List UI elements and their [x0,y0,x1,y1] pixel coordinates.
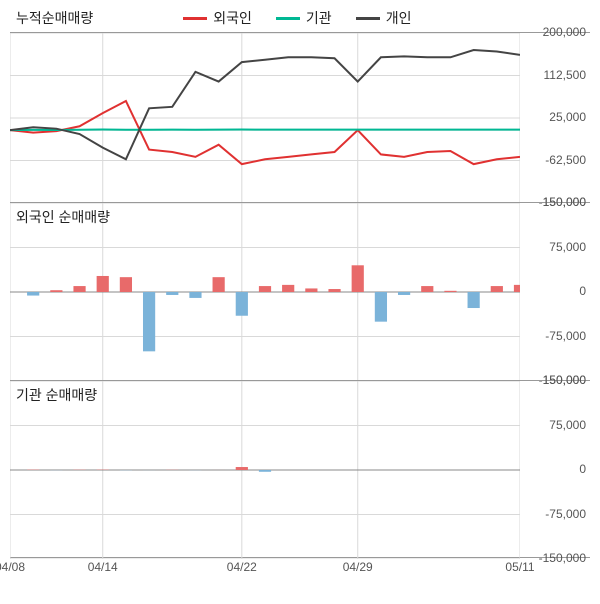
series-indiv_cum [10,50,520,159]
bar [259,286,271,292]
y-tick-label: 150,000 [522,195,586,209]
y-tick-label: 0 [522,462,586,476]
series-inst_cum [10,130,520,131]
bar [352,265,364,292]
bar [189,292,201,298]
y-axis: -150,000-75,000075,000150,000 [520,381,590,557]
bar [50,290,62,292]
legend-swatch [356,17,380,20]
series-foreign_cum [10,101,520,164]
bar [491,286,503,292]
bar [259,470,271,472]
legend-swatch [276,17,300,20]
bar [328,289,340,292]
plot-foreign [10,203,520,381]
x-tick-label: 04/08 [0,560,25,574]
x-tick-label: 04/14 [88,560,118,574]
y-tick-label: 75,000 [522,240,586,254]
y-tick-label: 75,000 [522,418,586,432]
panel-title: 기관 순매매량 [16,385,97,405]
bar [120,277,132,292]
bar [97,276,109,292]
legend-item: 기관 [276,8,332,28]
legend: 누적순매매량 외국인 기관 개인 [0,6,600,30]
panel-cum: -150,000-62,50025,000112,500200,000 [10,32,590,202]
panel-title: 외국인 순매매량 [16,207,110,227]
bar [166,292,178,295]
x-tick-label: 04/22 [227,560,257,574]
bar [398,292,410,295]
bar [73,286,85,292]
panel-inst: 기관 순매매량-150,000-75,000075,000150,000 [10,380,590,558]
x-axis: 04/0804/1404/2204/2905/11 [10,560,590,584]
bar [236,467,248,470]
bar [468,292,480,308]
legend-item: 개인 [356,8,412,28]
y-tick-label: -75,000 [522,507,586,521]
y-tick-label: 150,000 [522,373,586,387]
y-axis: -150,000-75,000075,000150,000 [520,203,590,380]
y-tick-label: -62,500 [522,153,586,167]
y-tick-label: 25,000 [522,110,586,124]
bar [421,286,433,292]
bar [213,277,225,292]
legend-label: 개인 [386,8,412,28]
bar [305,288,317,292]
legend-label: 기관 [306,8,332,28]
bar [444,291,456,292]
bar [282,285,294,292]
y-tick-label: 0 [522,284,586,298]
legend-item: 외국인 [183,8,252,28]
y-tick-label: 112,500 [522,68,586,82]
bar [375,292,387,322]
panels: -150,000-62,50025,000112,500200,000외국인 순… [10,32,590,596]
bar [27,292,39,296]
panel-foreign: 외국인 순매매량-150,000-75,000075,000150,000 [10,202,590,380]
legend-label: 외국인 [213,8,252,28]
y-axis: -150,000-62,50025,000112,500200,000 [520,33,590,202]
plot-cum [10,33,520,203]
bar [143,292,155,351]
legend-swatch [183,17,207,20]
plot-inst [10,381,520,559]
x-tick-label: 04/29 [343,560,373,574]
legend-title: 누적순매매량 [16,8,93,28]
y-tick-label: -75,000 [522,329,586,343]
x-tick-label: 05/11 [505,560,534,574]
y-tick-label: 200,000 [522,25,586,39]
chart-container: 누적순매매량 외국인기관개인 -150,000-62,50025,000112,… [0,0,600,604]
bar [236,292,248,316]
